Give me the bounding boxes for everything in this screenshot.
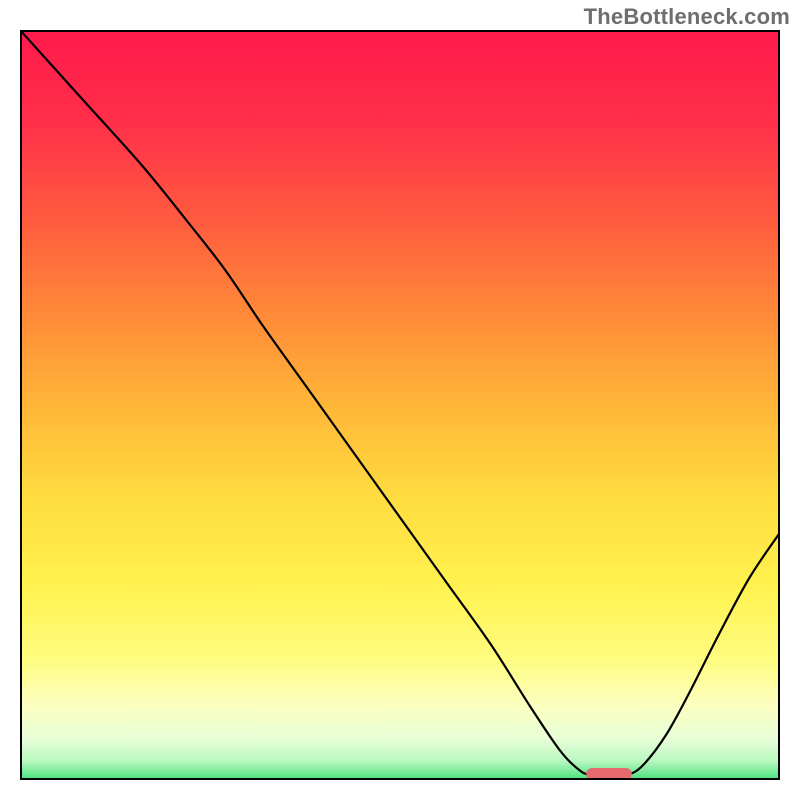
gradient-background (20, 30, 780, 780)
chart-svg (20, 30, 780, 780)
watermark-text: TheBottleneck.com (584, 4, 790, 30)
plot-area (20, 30, 780, 780)
chart-container: TheBottleneck.com (0, 0, 800, 800)
